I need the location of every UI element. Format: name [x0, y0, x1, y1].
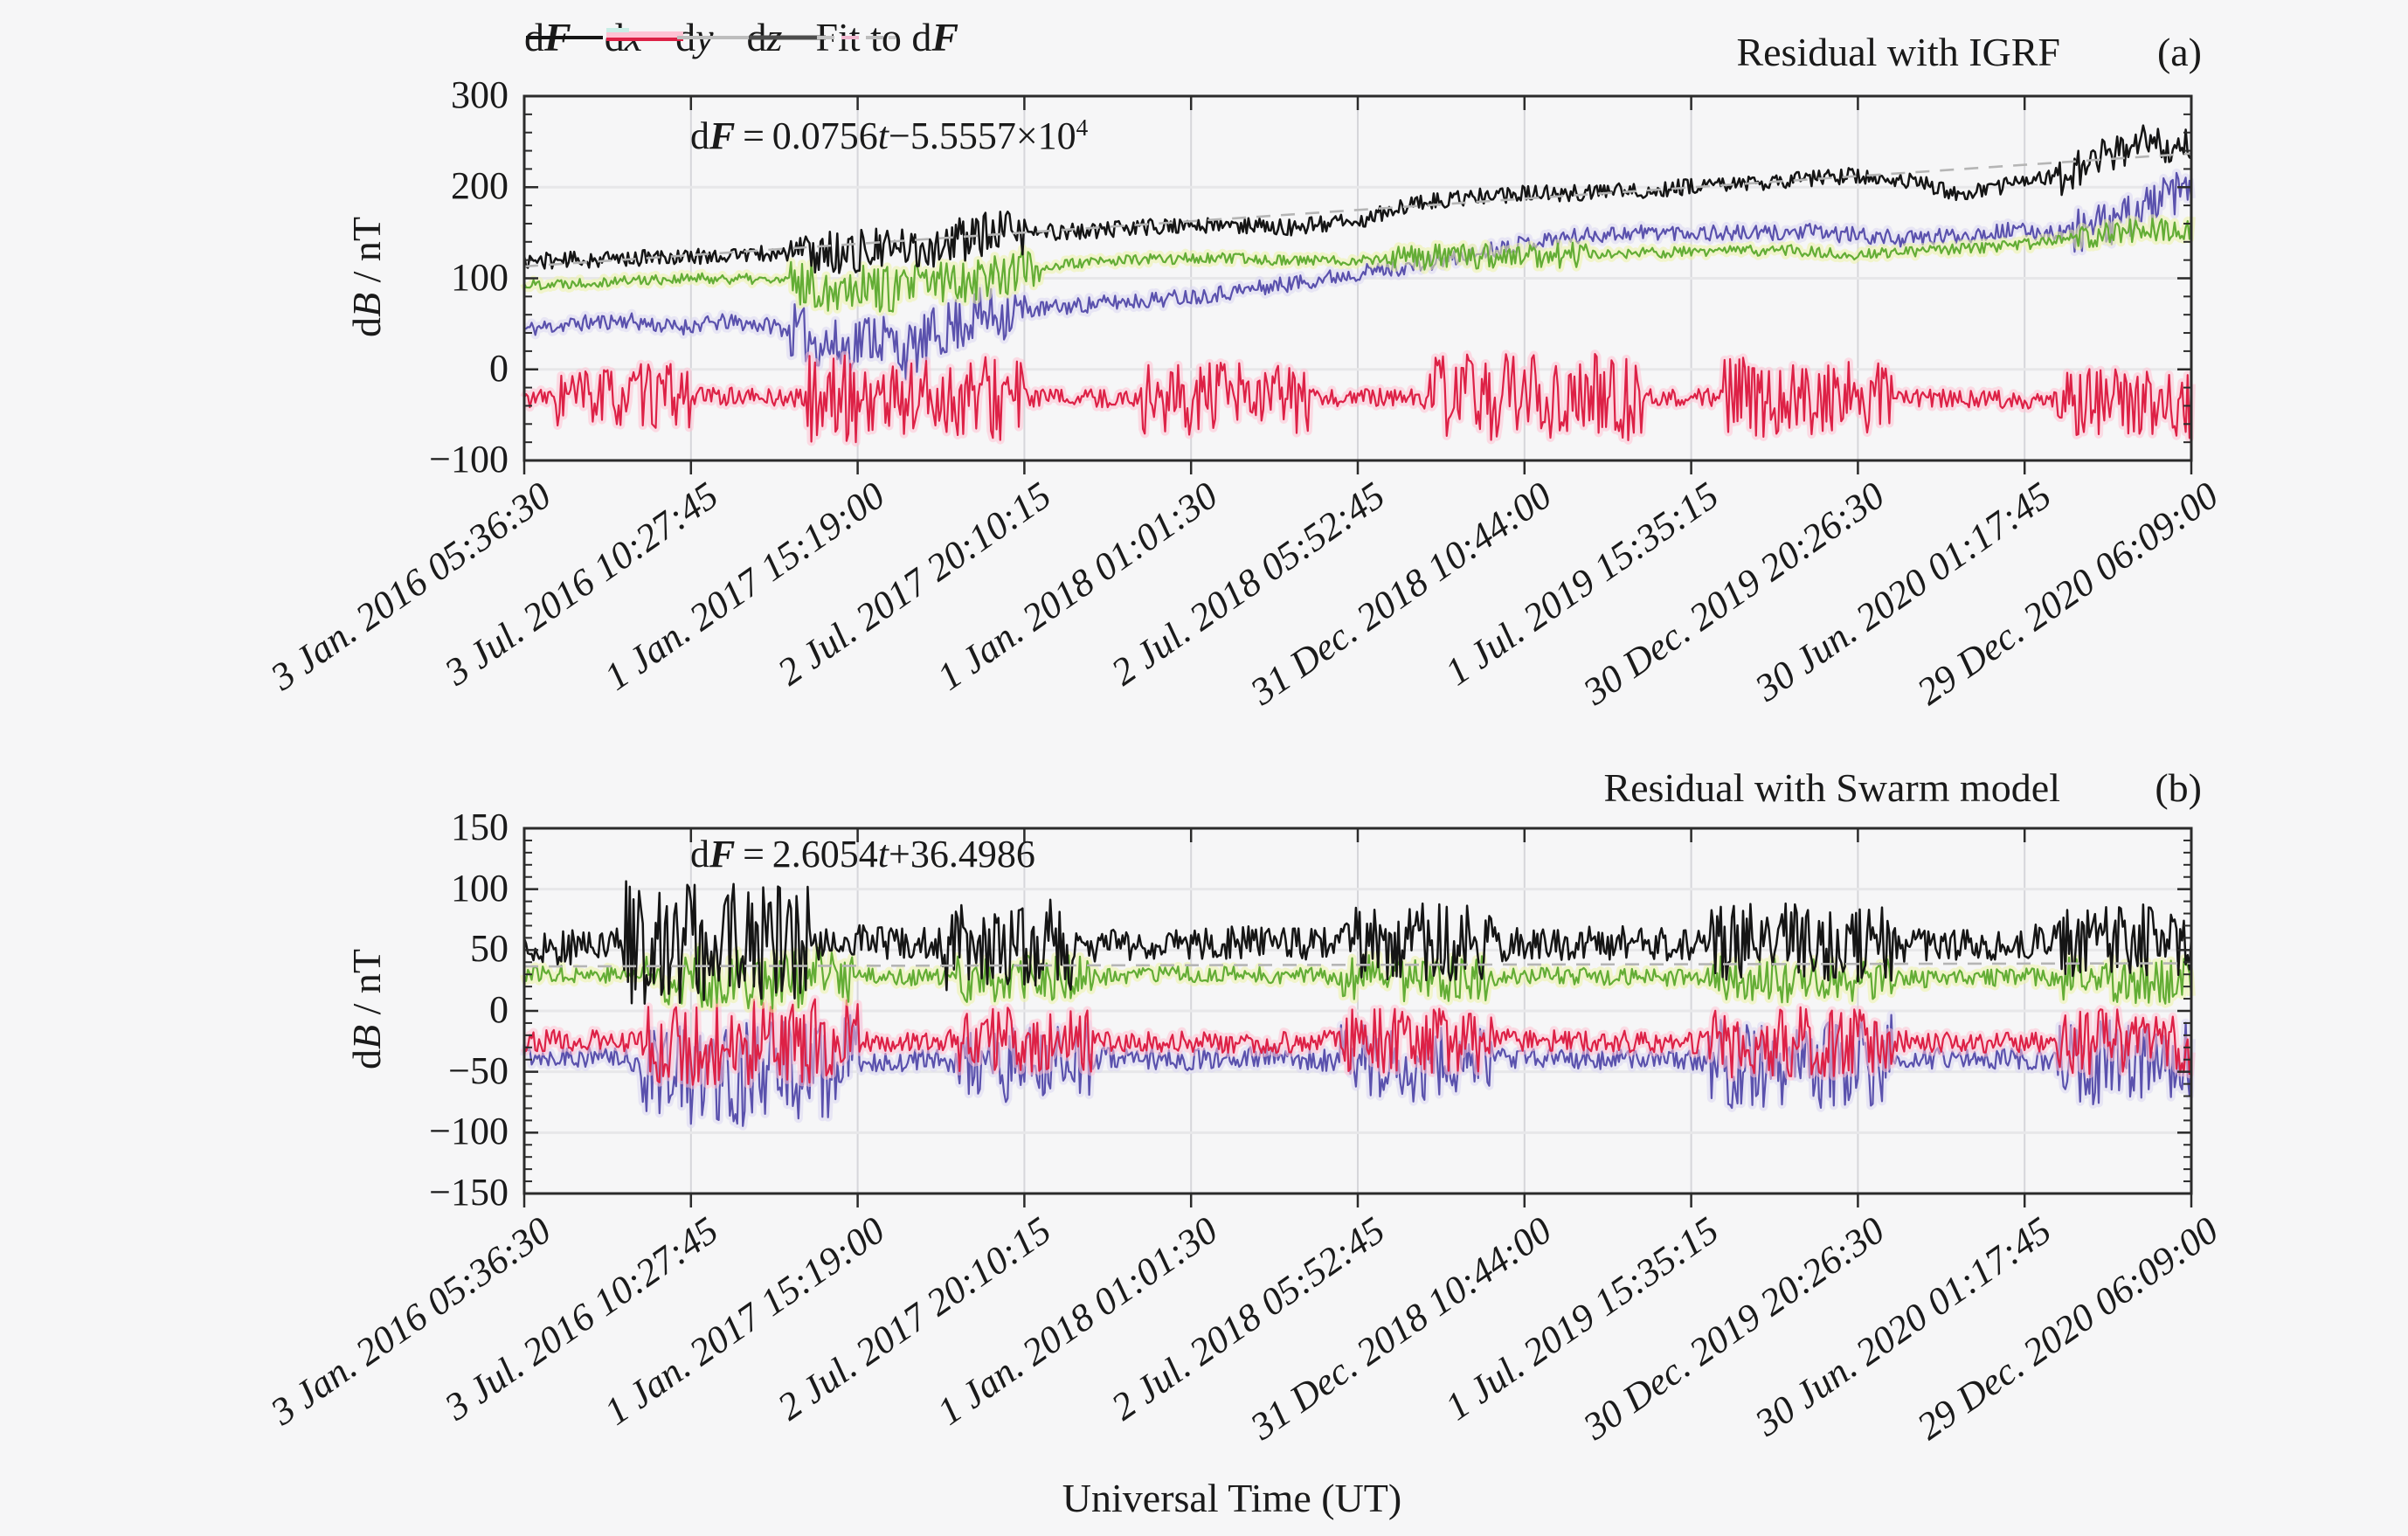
x-tick-label: 1 Jan. 2018 01:01:30: [930, 1208, 1226, 1434]
panel-title: Residual with Swarm model: [1603, 765, 2060, 810]
x-tick-label: 30 Dec. 2019 20:26:30: [1575, 474, 1892, 714]
panel-(b)-plot: [520, 827, 2196, 1207]
y-tick-label: −100: [429, 438, 509, 481]
y-tick-label: 100: [451, 866, 509, 910]
legend-item-fit: Fit to dF: [815, 14, 958, 60]
legend-swatch-dz: [748, 35, 826, 39]
text-segment: −5.5557×10: [889, 114, 1076, 157]
y-tick-label: 150: [451, 806, 509, 848]
x-axis-label: Universal Time (UT): [1062, 1476, 1402, 1520]
text-segment: d: [344, 316, 389, 337]
panel-tag: (a): [2156, 30, 2202, 74]
panel-tag: (b): [2155, 765, 2202, 810]
y-tick-label: −50: [448, 1048, 509, 1092]
x-tick-label: 29 Dec. 2020 06:09:00: [1909, 474, 2226, 714]
series-dy: [522, 945, 2193, 1010]
text-segment: +36.4986: [889, 833, 1035, 875]
x-tick-label: 2 Jul. 2018 05:52:45: [1104, 474, 1393, 695]
y-tick-label: −150: [429, 1171, 509, 1214]
x-tick-label: 30 Jun. 2020 01:17:45: [1747, 1208, 2059, 1445]
text-segment: d: [690, 114, 709, 157]
text-segment: = 0.0756: [735, 114, 878, 157]
panel-(a)-plot: [520, 94, 2196, 474]
series-dx: [523, 998, 2193, 1086]
x-tick-label: 2 Jul. 2017 20:10:15: [770, 474, 1059, 695]
x-tick-label: 3 Jul. 2016 10:27:45: [436, 474, 726, 695]
legend-swatch-dy: [677, 35, 755, 39]
x-tick-label: 2 Jul. 2018 05:52:45: [1104, 1208, 1393, 1429]
text-segment: t: [877, 833, 889, 875]
y-tick-label: 100: [451, 255, 509, 299]
x-tick-label: 29 Dec. 2020 06:09:00: [1909, 1208, 2226, 1449]
text-segment: 4: [1076, 114, 1089, 141]
legend-item-dx: dx: [605, 14, 683, 60]
x-tick-label: 3 Jan. 2016 05:36:30: [263, 1208, 559, 1434]
text-segment: F: [931, 15, 959, 59]
x-tick-label: 2 Jul. 2017 20:10:15: [770, 1208, 1059, 1429]
text-segment: = 2.6054: [735, 833, 878, 875]
plot-border: [522, 94, 2193, 462]
x-tick-label: 1 Jan. 2018 01:01:30: [930, 474, 1226, 699]
x-tick-label: 1 Jul. 2019 15:35:15: [1436, 1208, 1726, 1429]
x-tick-label: 1 Jul. 2019 15:35:15: [1436, 474, 1726, 695]
series-dz: [522, 1013, 2193, 1127]
y-tick-label: 0: [489, 346, 509, 390]
legend-swatch-dx: [605, 27, 683, 41]
panel-equation: dF = 0.0756t−5.5557×104: [690, 114, 1088, 163]
legend-item-dz: dz: [747, 14, 826, 60]
series-fit: [523, 152, 2192, 268]
text-segment: F: [709, 833, 736, 875]
panel-equation: dF = 2.6054t+36.4986: [690, 832, 1035, 877]
x-tick-label: 3 Jul. 2016 10:27:45: [436, 1208, 726, 1429]
x-tick-label: 1 Jan. 2017 15:19:00: [596, 474, 893, 699]
x-tick-label: 30 Jun. 2020 01:17:45: [1747, 474, 2059, 710]
plot-border: [522, 827, 2193, 1195]
legend: dFdxdydzFit to dF: [524, 14, 958, 60]
legend-swatch-dF: [526, 35, 603, 39]
text-segment: t: [877, 114, 889, 157]
panel-title: Residual with IGRF: [1736, 30, 2060, 74]
y-tick-label: −100: [429, 1110, 509, 1153]
series-dF: [522, 880, 2193, 1005]
x-tick-label: 30 Dec. 2019 20:26:30: [1575, 1208, 1892, 1449]
series-dx: [523, 353, 2193, 444]
y-tick-label: 0: [489, 988, 509, 1031]
y-tick-label: 50: [470, 927, 509, 971]
series-dy: [522, 217, 2193, 313]
series-dz: [523, 171, 2193, 381]
legend-item-dF: dF: [524, 14, 603, 60]
y-tick-label: 200: [451, 164, 509, 208]
x-tick-label: 3 Jan. 2016 05:36:30: [263, 474, 559, 699]
text-segment: F: [709, 114, 736, 157]
x-tick-label: 31 Dec. 2018 10:44:00: [1242, 474, 1560, 714]
y-tick-label: 300: [451, 73, 509, 116]
x-tick-label: 31 Dec. 2018 10:44:00: [1242, 1208, 1560, 1449]
x-tick-label: 1 Jan. 2017 15:19:00: [596, 1208, 893, 1434]
text-segment: d: [690, 833, 709, 875]
legend-swatch-fit: [817, 35, 896, 39]
series-dF: [522, 124, 2192, 274]
series-fit: [523, 962, 2192, 968]
legend-item-dy: dy: [675, 14, 755, 60]
